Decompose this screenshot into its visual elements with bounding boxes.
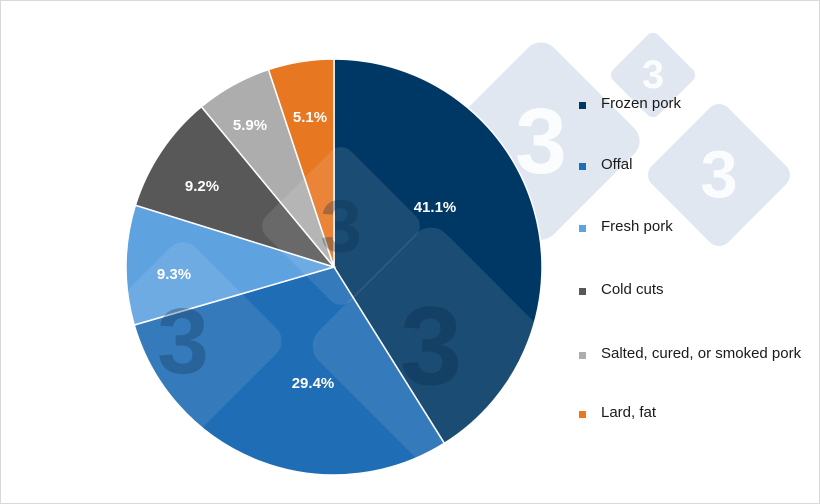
pie-slice-offal	[133, 266, 446, 476]
legend-label: Offal	[601, 156, 633, 173]
watermark-logo: 3	[84, 242, 282, 440]
slice-data-label: 29.4%	[292, 375, 335, 392]
legend-item-salted-cured-smoked-pork: Salted, cured, or smoked pork	[579, 345, 806, 366]
legend-item-fresh-pork: Fresh pork	[579, 218, 806, 239]
watermark-glyph: 3	[320, 185, 361, 268]
pie-slice-frozen-pork	[333, 58, 543, 445]
watermark-glyph: 3	[400, 284, 462, 409]
pie-slices	[125, 58, 543, 476]
watermark-logo: 3	[610, 32, 696, 118]
watermark-glyph: 3	[515, 89, 567, 193]
legend-label: Salted, cured, or smoked pork	[601, 345, 802, 362]
legend-label: Cold cuts	[601, 281, 664, 298]
legend-label: Frozen pork	[601, 95, 682, 112]
slice-data-label: 41.1%	[414, 199, 457, 216]
watermark-overlay: 333	[84, 147, 550, 465]
legend-item-frozen-pork: Frozen pork	[579, 95, 806, 116]
legend-swatch	[579, 352, 586, 359]
watermark-logo: 3	[262, 147, 420, 305]
pie-slice-lard-fat	[267, 58, 335, 268]
watermark-glyph: 3	[700, 138, 737, 213]
legend-item-offal: Offal	[579, 156, 806, 177]
slice-data-label: 9.3%	[157, 266, 191, 283]
legend-swatch	[579, 411, 586, 418]
legend-item-lard-fat: Lard, fat	[579, 404, 806, 425]
pie-slice-cold-cuts	[134, 105, 337, 269]
watermark-logo: 3	[648, 104, 790, 246]
watermark-glyph: 3	[642, 53, 664, 97]
pie-slice-fresh-pork	[125, 204, 337, 326]
legend-swatch	[579, 102, 586, 109]
legend: Frozen pork Offal Fresh pork Cold cuts S…	[579, 1, 809, 503]
slice-data-label: 5.1%	[293, 109, 327, 126]
legend-swatch	[579, 288, 586, 295]
legend-item-cold-cuts: Cold cuts	[579, 281, 806, 302]
watermark-logo: 3	[312, 227, 550, 465]
legend-swatch	[579, 225, 586, 232]
slice-labels: 41.1% 29.4% 9.3% 9.2% 5.9% 5.1%	[157, 109, 456, 392]
legend-label: Lard, fat	[601, 404, 657, 421]
watermark-glyph: 3	[157, 289, 209, 393]
slice-data-label: 9.2%	[185, 178, 219, 195]
legend-swatch	[579, 163, 586, 170]
slice-data-label: 5.9%	[233, 117, 267, 134]
legend-label: Fresh pork	[601, 218, 673, 235]
